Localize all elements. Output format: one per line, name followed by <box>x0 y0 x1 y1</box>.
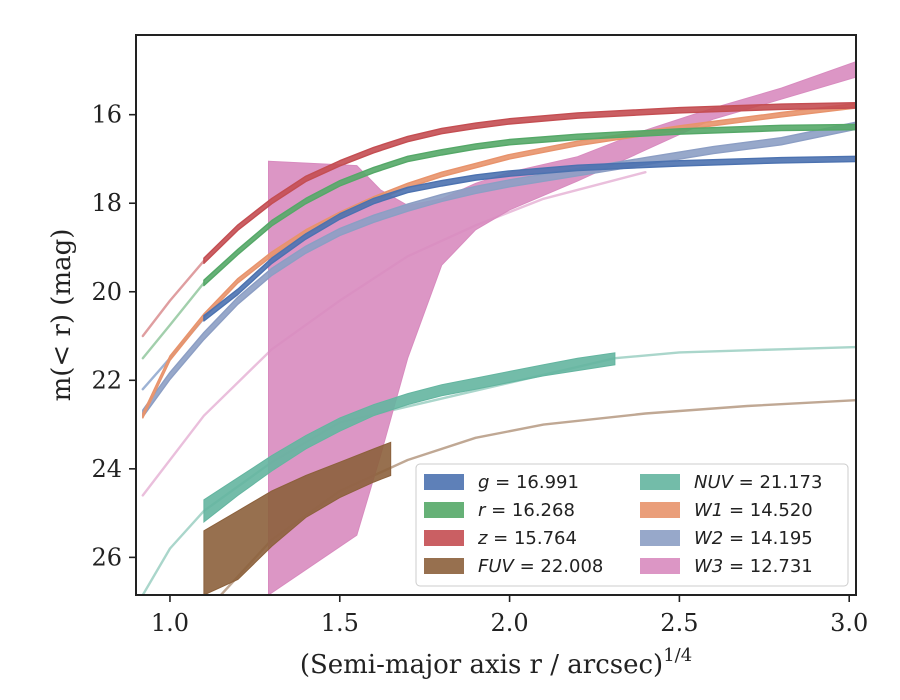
legend-swatch-g <box>424 474 464 490</box>
data-band-r <box>203 123 856 287</box>
legend-swatch-fuv <box>424 558 464 574</box>
x-axis: 1.0 1.5 2.0 2.5 3.0 <box>151 595 868 637</box>
y-tick-label: 16 <box>91 101 122 129</box>
plot-frame <box>135 34 857 596</box>
x-tick-label: 3.0 <box>830 609 868 637</box>
legend-label-z: z = 15.764 <box>477 528 577 549</box>
legend-label-w3: W3 = 12.731 <box>694 556 813 577</box>
y-tick-label: 26 <box>91 543 122 571</box>
legend-swatch-w1 <box>640 502 680 518</box>
legend-label-fuv: FUV = 22.008 <box>478 556 603 577</box>
legend-label-g: g = 16.991 <box>478 472 579 493</box>
y-tick-label: 24 <box>91 455 122 483</box>
legend-entry-r: r = 16.268 <box>424 500 575 521</box>
legend-swatch-w3 <box>640 558 680 574</box>
y-axis-label: m(< r) (mag) <box>47 229 77 402</box>
x-tick-label: 2.0 <box>490 609 528 637</box>
legend-swatch-r <box>424 502 464 518</box>
legend-label-nuv: NUV = 21.173 <box>694 472 822 493</box>
x-tick-label: 1.5 <box>321 609 359 637</box>
legend-entry-w1: W1 = 14.520 <box>640 500 813 521</box>
y-tick-label: 18 <box>91 189 122 217</box>
x-tick-label: 2.5 <box>660 609 698 637</box>
data-band-g <box>203 155 856 322</box>
model-curve-z <box>141 259 206 338</box>
legend-label-w2: W2 = 14.195 <box>694 528 813 549</box>
legend-entry-fuv: FUV = 22.008 <box>424 556 603 577</box>
y-tick-label: 20 <box>91 278 122 306</box>
legend-label-w1: W1 = 14.520 <box>694 500 813 521</box>
legend-entry-w2: W2 = 14.195 <box>640 528 813 549</box>
legend-entry-g: g = 16.991 <box>424 472 579 493</box>
legend-entry-w3: W3 = 12.731 <box>640 556 813 577</box>
legend-swatch-w2 <box>640 530 680 546</box>
x-axis-label-exponent: 1/4 <box>663 645 692 666</box>
y-axis: 16 18 20 22 24 26 <box>91 101 136 571</box>
legend: g = 16.991 r = 16.268 z = 15.764 FUV = 22.0… <box>415 463 849 587</box>
data-band-nuv <box>203 352 616 524</box>
legend-box <box>415 463 849 587</box>
legend-label-r: r = 16.268 <box>478 500 575 521</box>
data-band-fuv <box>203 441 392 595</box>
series-layer <box>141 61 856 595</box>
x-tick-label: 1.0 <box>151 609 189 637</box>
legend-entry-nuv: NUV = 21.173 <box>640 472 822 493</box>
data-band-w1 <box>142 102 856 419</box>
model-curve-r <box>141 281 206 360</box>
legend-swatch-nuv <box>640 474 680 490</box>
data-band-w2 <box>142 121 856 418</box>
x-axis-label: (Semi-major axis r / arcsec)1/4 <box>300 645 692 680</box>
legend-swatch-z <box>424 530 464 546</box>
x-axis-label-text: (Semi-major axis r / arcsec) <box>300 650 663 680</box>
data-band-z <box>203 101 856 265</box>
y-tick-label: 22 <box>91 366 122 394</box>
legend-entry-z: z = 15.764 <box>424 528 577 549</box>
